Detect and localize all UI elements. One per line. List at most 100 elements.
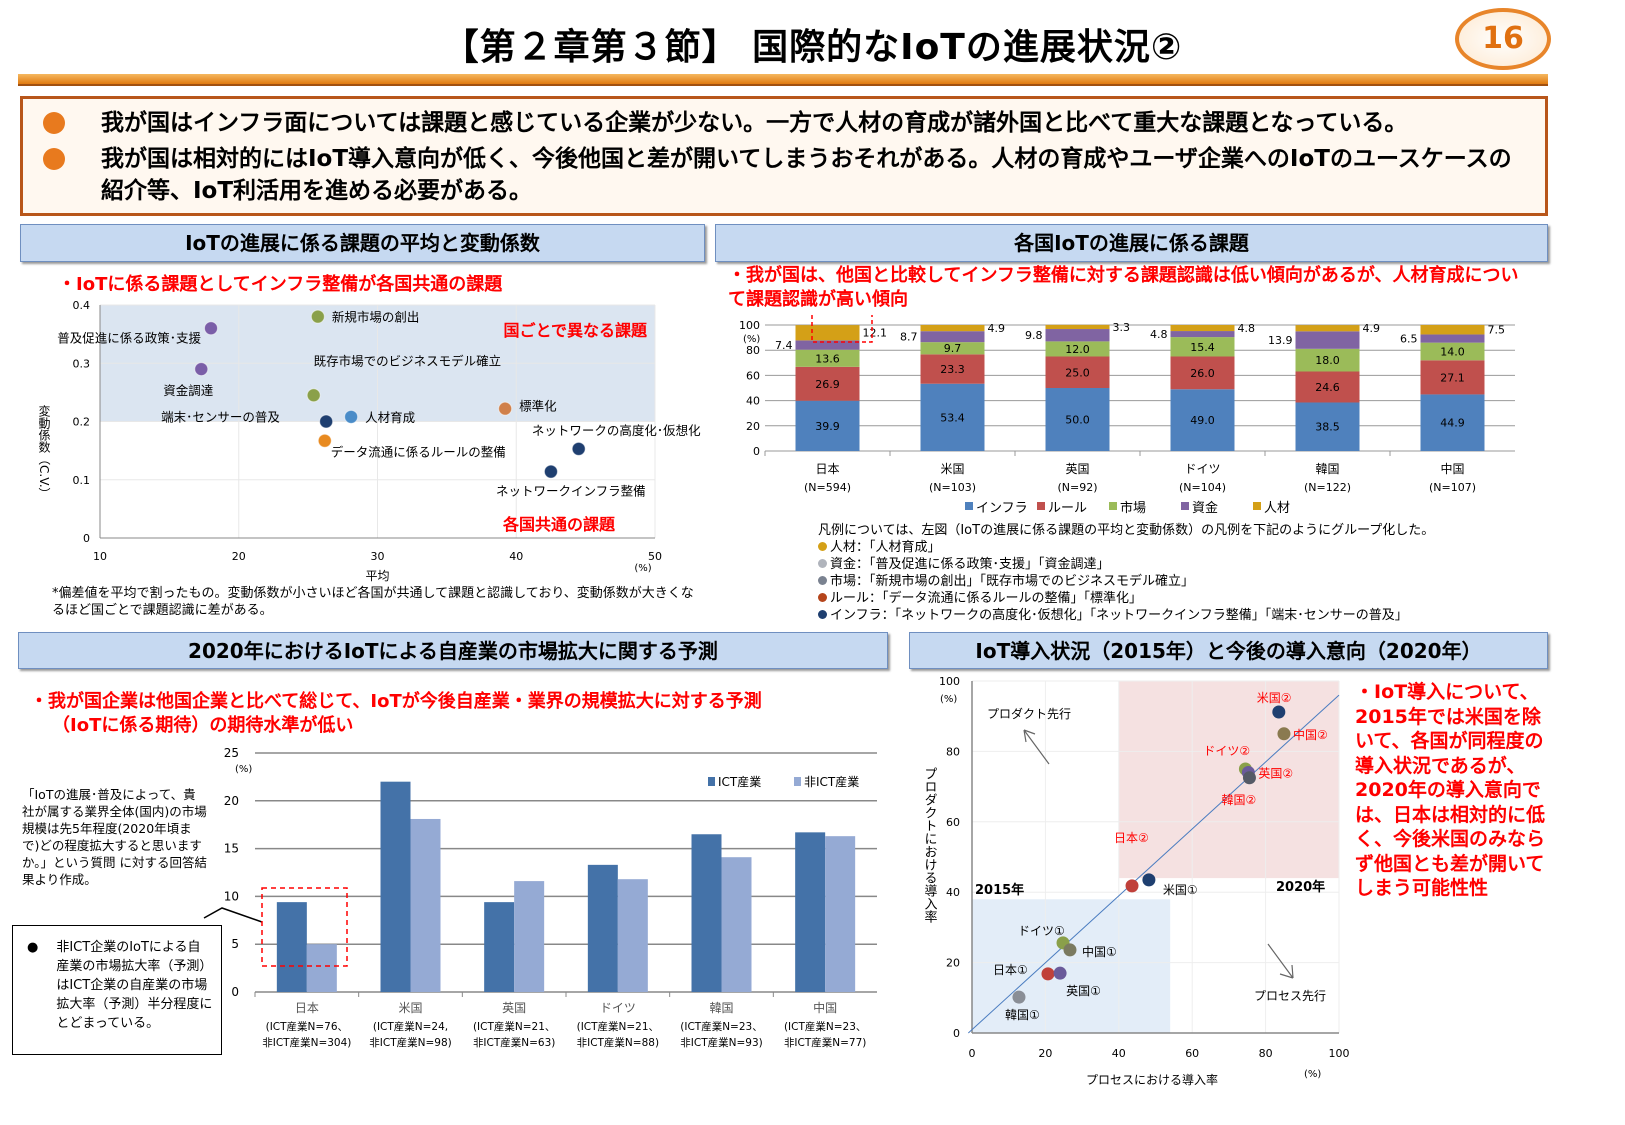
x-tick-label: 日本 <box>815 462 839 476</box>
data-label: 4.9 <box>988 322 1006 335</box>
summary-box: 我が国はインフラ面については課題と感じている企業が少ない。一方で人材の育成が諸外… <box>20 96 1548 216</box>
legend-label: ルール <box>1048 501 1087 516</box>
legend-label: 非ICT産業 <box>804 774 859 789</box>
x-sublabel: (N=594) <box>804 481 851 494</box>
data-label: 18.0 <box>1315 354 1340 367</box>
data-label: 4.9 <box>1363 322 1381 335</box>
data-point <box>1063 943 1077 957</box>
data-label: 50.0 <box>1065 414 1090 427</box>
bar-segment <box>1295 402 1360 451</box>
bar-segment <box>1170 389 1235 451</box>
page-number-badge: 16 <box>1455 8 1551 70</box>
x-sublabel: (ICT産業N=21、 <box>473 1020 555 1033</box>
data-point <box>317 433 332 448</box>
data-label: 9.7 <box>944 342 962 355</box>
bar-segment <box>795 400 860 451</box>
x-tick-label: 40 <box>509 550 523 563</box>
group-dot-icon <box>818 593 827 602</box>
data-label: 49.0 <box>1190 414 1215 427</box>
data-label: 39.9 <box>815 420 840 433</box>
bar <box>825 836 856 992</box>
bar-segment <box>920 342 985 355</box>
bar <box>795 832 826 992</box>
y-tick-label: 0.2 <box>73 416 91 429</box>
section-header-country-challenges: 各国IoTの進展に係る課題 <box>715 224 1548 262</box>
summary-bullet: 我が国は相対的にはIoT導入意向が低く、今後他国と差が開いてしまうおそれがある。… <box>39 143 1529 207</box>
legend-label: 市場 <box>1120 500 1146 516</box>
chart-challenge-scatter: 0 0.1 0.2 0.3 0.4 10 20 30 40 50 平均 (%) 変動係数（C.V.） 国ご… <box>37 299 701 583</box>
data-label: 6.5 <box>1400 333 1418 346</box>
point-label: 中国① <box>1082 944 1117 959</box>
bar-segment <box>920 331 985 343</box>
legend-note: 凡例については、左図（IoTの進展に係る課題の平均と変動係数）の凡例を下記のよう… <box>818 522 1546 624</box>
section-subtitle: ・IoTに係る課題としてインフラ整備が各国共通の課題 <box>58 274 503 295</box>
data-point <box>310 309 325 324</box>
x-tick-label: 米国 <box>398 1001 422 1015</box>
x-tick-label: 50 <box>648 550 662 563</box>
data-label: 13.6 <box>815 352 840 365</box>
data-point <box>543 464 558 479</box>
x-sublabel: (N=103) <box>929 481 976 494</box>
diagonal-line <box>967 694 1340 1034</box>
y-tick-label: 0.1 <box>73 474 91 487</box>
region-label-upper: 国ごとで異なる課題 <box>503 321 648 340</box>
x-sublabel: 非ICT産業N=304) <box>262 1036 351 1049</box>
y-tick-label: 20 <box>746 420 760 433</box>
y-tick-label: 0 <box>753 445 760 458</box>
bullet-icon <box>43 112 65 134</box>
adoption-note: ・IoT導入について、2015年では米国を除いて、各国が同程度の導入状況であるが… <box>1355 681 1546 899</box>
x-sublabel: (ICT産業N=23、 <box>680 1020 762 1033</box>
data-point <box>1053 966 1067 980</box>
point-label: ドイツ① <box>1018 924 1065 938</box>
y-tick-label: 0 <box>953 1027 960 1040</box>
group-list: 人材：「人材育成」 資金：「普及促進に係る政策･支援」「資金調達」 市場：「新規市場… <box>818 539 1546 624</box>
x-sublabel: 非ICT産業N=93) <box>680 1036 762 1049</box>
bar-segment <box>1170 337 1235 357</box>
group-item: インフラ：「ネットワークの高度化･仮想化」「ネットワークインフラ整備」「端末･セ… <box>818 607 1546 624</box>
point-label: 人材育成 <box>365 410 415 425</box>
data-label: 12.1 <box>863 327 888 340</box>
data-point <box>204 321 218 336</box>
point-label: ドイツ② <box>1203 744 1250 758</box>
legend-swatch <box>794 777 801 786</box>
question-note: 「IoTの進展･普及によって、貴社が属する業界全体(国内)の市場規模は先5年程度… <box>22 787 207 887</box>
bar <box>587 864 618 992</box>
y-tick-label: 80 <box>746 344 760 357</box>
callout-box: ● 非ICT企業のIoTによる自産業の市場拡大率（予測）はICT企業の自産業の市場… <box>12 925 222 1055</box>
section-header-challenges-cv: IoTの進展に係る課題の平均と変動係数 <box>20 224 705 262</box>
footnote: *偏差値を平均で割ったもの。変動係数が小さいほど各国が共通して課題と認識しており… <box>52 586 694 618</box>
bar-segment <box>795 349 860 367</box>
legend-swatch <box>708 777 715 786</box>
bullet-icon <box>43 148 65 170</box>
bar <box>306 944 337 992</box>
x-tick-label: 英国 <box>1065 462 1089 476</box>
section-header-market-forecast: 2020年におけるIoTによる自産業の市場拡大に関する予測 <box>18 632 888 669</box>
data-label: 8.7 <box>900 331 918 344</box>
y-tick-label: 0 <box>83 532 90 545</box>
data-point <box>1012 990 1026 1004</box>
x-axis-label: 平均 <box>365 569 389 583</box>
title-divider <box>18 74 1548 86</box>
y-tick-label: 15 <box>224 842 239 856</box>
point-label: 米国② <box>1257 691 1292 705</box>
x-tick-label: 韓国 <box>709 1001 733 1015</box>
x-sublabel: (ICT産業N=76、 <box>266 1020 348 1033</box>
data-label: 15.4 <box>1190 341 1215 354</box>
y-tick-label: 0 <box>231 985 239 999</box>
bar-segment <box>1045 356 1110 388</box>
point-label: 既存市場でのビジネスモデル確立 <box>314 353 502 368</box>
y-tick-label: 0.3 <box>73 357 91 370</box>
y-tick-label: 5 <box>231 937 239 951</box>
data-label: 3.3 <box>1113 321 1131 334</box>
bar-segment <box>1045 324 1110 330</box>
data-point <box>1277 727 1291 741</box>
bar-segment <box>1295 331 1360 349</box>
bar <box>484 902 515 992</box>
bar-segment <box>920 383 985 451</box>
data-point <box>319 414 334 429</box>
bar-segment <box>1045 388 1110 451</box>
bar <box>380 781 411 992</box>
y-tick-label: 60 <box>946 816 960 829</box>
x-sublabel: (N=92) <box>1057 481 1097 494</box>
x-tick-label: 60 <box>1185 1047 1199 1060</box>
